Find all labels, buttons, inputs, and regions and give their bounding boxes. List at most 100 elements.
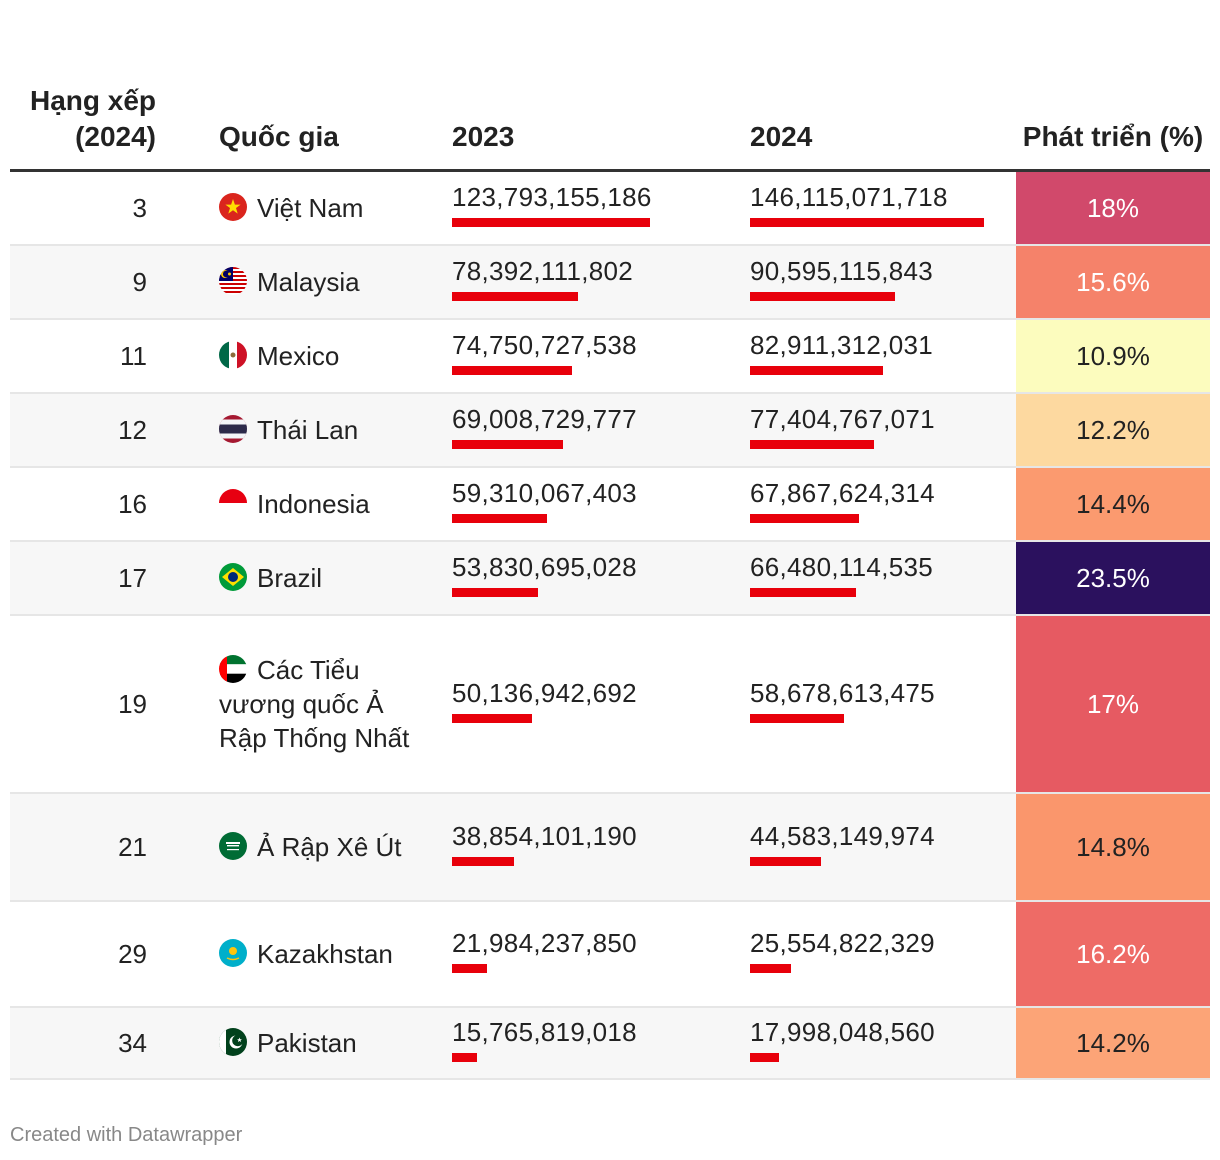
value-2023: 74,750,727,538 (452, 329, 637, 360)
growth-cell: 15.6% (1016, 246, 1210, 318)
country-name: Các Tiểu vương quốc Ả Rập Thống Nhất (219, 655, 410, 753)
bar-2024 (750, 365, 883, 375)
bar-2023 (452, 439, 563, 449)
table-row: 21 Ả Rập Xê Út 38,854,101,190 44,583,149,97… (10, 794, 1210, 902)
country-name: Indonesia (257, 489, 370, 519)
value-2024-cell: 77,404,767,071 (750, 394, 1010, 466)
table-row: 29 Kazakhstan 21,984,237,850 25,554,822,329… (10, 902, 1210, 1008)
thailand-flag-icon (219, 415, 247, 443)
country-cell: Indonesia (219, 468, 419, 540)
bar-2024 (750, 587, 856, 597)
header-2023[interactable]: 2023 (452, 121, 515, 152)
value-2023-cell: 21,984,237,850 (452, 902, 712, 1006)
rank-value: 21 (118, 831, 147, 862)
saudi-arabia-flag-icon (219, 832, 247, 860)
value-2023-cell: 59,310,067,403 (452, 468, 712, 540)
country-cell: Các Tiểu vương quốc Ả Rập Thống Nhất (219, 616, 419, 792)
growth-cell: 10.9% (1016, 320, 1210, 392)
value-2023: 78,392,111,802 (452, 255, 634, 286)
rank-value: 16 (118, 488, 147, 519)
country-cell: Mexico (219, 320, 419, 392)
table-row: 9 Malaysia 78,392,111,802 90,595,115,843 15.… (10, 246, 1210, 320)
country-name: Mexico (257, 341, 340, 371)
rank-value: 9 (132, 266, 147, 297)
bar-2023 (452, 963, 487, 973)
value-2024-cell: 58,678,613,475 (750, 616, 1010, 792)
country-name: Pakistan (257, 1028, 357, 1058)
value-2024: 58,678,613,475 (750, 677, 935, 708)
table-body: 3 Việt Nam 123,793,155,186 146,115,071,718 1… (10, 172, 1210, 1080)
country-cell: Kazakhstan (219, 902, 419, 1006)
country-name: Việt Nam (257, 193, 364, 223)
bar-2023 (452, 1052, 477, 1062)
pakistan-flag-icon (219, 1028, 247, 1056)
value-2024-cell: 66,480,114,535 (750, 542, 1010, 614)
country-label: Brazil (219, 561, 322, 595)
rank-cell: 19 (10, 616, 147, 792)
value-2023: 59,310,067,403 (452, 477, 637, 508)
country-name: Malaysia (257, 267, 360, 297)
header-growth[interactable]: Phát triển (%) (1022, 121, 1204, 152)
value-2023: 53,830,695,028 (452, 551, 637, 582)
growth-value: 14.8% (1076, 831, 1150, 862)
growth-cell: 23.5% (1016, 542, 1210, 614)
malaysia-flag-icon (219, 267, 247, 295)
country-name: Ả Rập Xê Út (257, 832, 402, 862)
rank-cell: 21 (10, 794, 147, 900)
growth-cell: 16.2% (1016, 902, 1210, 1006)
country-label: Các Tiểu vương quốc Ả Rập Thống Nhất (219, 653, 419, 755)
growth-value: 14.2% (1076, 1027, 1150, 1058)
country-label: Mexico (219, 339, 339, 373)
value-2024-cell: 90,595,115,843 (750, 246, 1010, 318)
bar-2023 (452, 291, 578, 301)
uae-flag-icon (219, 655, 247, 683)
country-label: Việt Nam (219, 191, 363, 225)
bar-2024 (750, 217, 984, 227)
header-2024[interactable]: 2024 (750, 121, 813, 152)
value-2024: 67,867,624,314 (750, 477, 935, 508)
value-2023: 15,765,819,018 (452, 1016, 637, 1047)
growth-cell: 18% (1016, 172, 1210, 244)
header-rank[interactable]: Hạng xếp (2024) (29, 85, 156, 152)
country-label: Ả Rập Xê Út (219, 830, 402, 864)
value-2023: 21,984,237,850 (452, 927, 637, 958)
value-2023-cell: 38,854,101,190 (452, 794, 712, 900)
bar-2023 (452, 365, 572, 375)
bar-2024 (750, 439, 874, 449)
value-2024: 77,404,767,071 (750, 403, 935, 434)
table-row: 34 Pakistan 15,765,819,018 17,998,048,560 14… (10, 1008, 1210, 1080)
growth-cell: 12.2% (1016, 394, 1210, 466)
table-row: 3 Việt Nam 123,793,155,186 146,115,071,718 1… (10, 172, 1210, 246)
country-label: Indonesia (219, 487, 370, 521)
growth-value: 14.4% (1076, 488, 1150, 519)
value-2023: 50,136,942,692 (452, 677, 637, 708)
rank-value: 17 (118, 562, 147, 593)
country-cell: Brazil (219, 542, 419, 614)
country-label: Pakistan (219, 1026, 357, 1060)
growth-value: 23.5% (1076, 562, 1150, 593)
value-2024: 146,115,071,718 (750, 181, 948, 212)
rank-value: 12 (118, 414, 147, 445)
value-2023: 38,854,101,190 (452, 820, 637, 851)
country-name: Kazakhstan (257, 939, 393, 969)
footer-credit[interactable]: Created with Datawrapper (10, 1124, 243, 1146)
growth-cell: 14.4% (1016, 468, 1210, 540)
country-cell: Malaysia (219, 246, 419, 318)
value-2024-cell: 25,554,822,329 (750, 902, 1010, 1006)
country-cell: Việt Nam (219, 172, 419, 244)
growth-value: 18% (1086, 192, 1140, 223)
rank-cell: 17 (10, 542, 147, 614)
growth-cell: 14.2% (1016, 1008, 1210, 1078)
table-row: 19 Các Tiểu vương quốc Ả Rập Thống Nhất 50… (10, 616, 1210, 794)
growth-value: 16.2% (1076, 938, 1150, 969)
value-2023-cell: 50,136,942,692 (452, 616, 712, 792)
country-name: Thái Lan (257, 415, 359, 445)
vietnam-flag-icon (219, 193, 247, 221)
mexico-flag-icon (219, 341, 247, 369)
table-row: 17 Brazil 53,830,695,028 66,480,114,535 23.5… (10, 542, 1210, 616)
value-2024: 66,480,114,535 (750, 551, 934, 582)
header-country[interactable]: Quốc gia (219, 121, 339, 152)
indonesia-flag-icon (219, 489, 247, 517)
value-2024-cell: 67,867,624,314 (750, 468, 1010, 540)
rank-value: 11 (120, 340, 147, 371)
